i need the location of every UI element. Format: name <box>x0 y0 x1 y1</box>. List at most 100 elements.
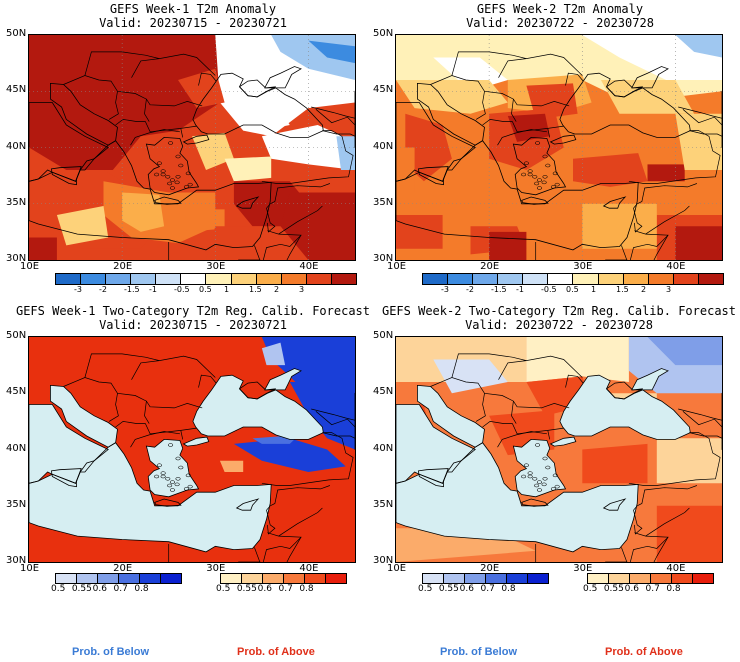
prob-above-label: Prob. of Above <box>605 646 683 658</box>
lon-label: 10E <box>387 563 407 574</box>
border-line <box>547 128 551 138</box>
aegean-island <box>550 487 556 491</box>
colorbar-tick-label: -2 <box>99 285 107 294</box>
colorbar-cell <box>573 274 599 284</box>
prob-bar-cell <box>161 574 181 583</box>
border-line <box>311 408 355 421</box>
aegean-island <box>175 476 181 481</box>
border-line <box>270 183 331 205</box>
colorbar-tick-label: 0.5 <box>566 285 579 294</box>
aegean-island <box>541 482 547 487</box>
border-line <box>311 106 355 119</box>
prob-below-region <box>433 359 508 394</box>
colorbar-cell <box>181 274 207 284</box>
lon-label: 20E <box>480 563 500 574</box>
aegean-island <box>536 186 542 190</box>
prob-bar-cell <box>465 574 486 583</box>
panel-title: GEFS Week-1 Two-Category T2m Reg. Calib.… <box>15 304 370 318</box>
colorbar-cell <box>131 274 157 284</box>
lat-label: 45N <box>373 386 394 398</box>
sea-azov <box>264 66 302 89</box>
aegean-island <box>178 163 184 168</box>
lon-label: 40E <box>299 261 319 272</box>
border-line <box>262 233 302 260</box>
prob-bar-cell <box>609 574 630 583</box>
sea-ionian <box>29 442 272 553</box>
border-line <box>482 421 564 435</box>
lat-label: 45N <box>6 386 27 398</box>
aegean-island <box>183 487 189 491</box>
prob-above-region <box>219 460 244 472</box>
colorbar-cell <box>448 274 474 284</box>
border-line <box>84 51 216 76</box>
lat-label: 45N <box>373 84 394 96</box>
aegean-island <box>527 172 533 177</box>
colorbar-cell <box>281 274 307 284</box>
border-line <box>498 58 527 78</box>
sea-mask-adriatic <box>50 385 118 448</box>
aegean-island <box>169 186 175 190</box>
lon-label: 10E <box>20 261 40 272</box>
island-crimea <box>238 381 276 400</box>
colorbar-tick-label: -3 <box>74 285 82 294</box>
aegean-island <box>534 483 540 488</box>
island-crete <box>154 498 182 507</box>
lon-label: 30E <box>206 261 226 272</box>
border-line <box>315 109 355 126</box>
colorbar-cell <box>256 274 282 284</box>
colorbar-tick-label: -1.5 <box>491 285 507 294</box>
colorbar-tick-label: 1.5 <box>616 285 629 294</box>
prob-bar-cell <box>326 574 346 583</box>
border-line <box>63 75 203 107</box>
sea-marmara <box>182 134 210 145</box>
colorbar-cell <box>648 274 674 284</box>
island-cyprus <box>235 498 260 511</box>
anomaly-region <box>178 209 225 232</box>
aegean-island <box>160 471 166 475</box>
panel-valid-date: Valid: 20230715 - 20230721 <box>99 318 287 332</box>
island-cyprus <box>602 196 627 209</box>
sea-ionian <box>396 442 639 553</box>
lat-label: 40N <box>6 140 27 152</box>
sea-med <box>29 404 109 484</box>
anomaly-region <box>233 96 290 131</box>
aegean-island <box>187 484 193 489</box>
border-line <box>198 72 217 86</box>
lat-label: 35N <box>6 196 27 208</box>
border-line <box>430 75 570 107</box>
colorbar-tick-label: 1.5 <box>249 285 262 294</box>
prob-bar-cell <box>528 574 548 583</box>
panel-title: GEFS Week-2 T2m Anomaly <box>476 2 644 16</box>
island-crete <box>521 196 549 205</box>
anomaly-region <box>582 35 722 80</box>
lat-label: 45N <box>6 84 27 96</box>
sea-marmara <box>549 134 577 145</box>
border-line <box>84 353 216 378</box>
colorbar-cell <box>81 274 107 284</box>
lat-label: 35N <box>373 498 394 510</box>
border-line <box>115 119 197 133</box>
aegean-island <box>523 161 529 166</box>
prob-bar-cell <box>242 574 263 583</box>
anomaly-region <box>396 147 415 193</box>
lat-label: 50N <box>373 28 394 39</box>
colorbar-cell <box>598 274 624 284</box>
prob-below-region <box>289 382 355 450</box>
border-line <box>451 51 583 76</box>
prob-below-label: Prob. of Below <box>72 646 149 658</box>
colorbar-tick-label: 1 <box>224 285 230 294</box>
prob-bar-cell <box>486 574 507 583</box>
aegean-island <box>552 473 558 478</box>
prob-bar-cell <box>284 574 305 583</box>
sea-mask-aegean <box>513 439 566 497</box>
sea-mask-adriatic <box>417 385 485 448</box>
anomaly-region <box>675 226 722 260</box>
prob-above-region <box>526 337 629 382</box>
border-line <box>108 91 119 120</box>
sea-mask-black <box>192 375 324 440</box>
border-line <box>653 235 669 260</box>
aegean-island <box>554 182 560 187</box>
panel-title: GEFS Week-1 T2m Anomaly <box>109 2 277 16</box>
aegean-island <box>169 488 175 492</box>
border-line <box>131 360 160 380</box>
